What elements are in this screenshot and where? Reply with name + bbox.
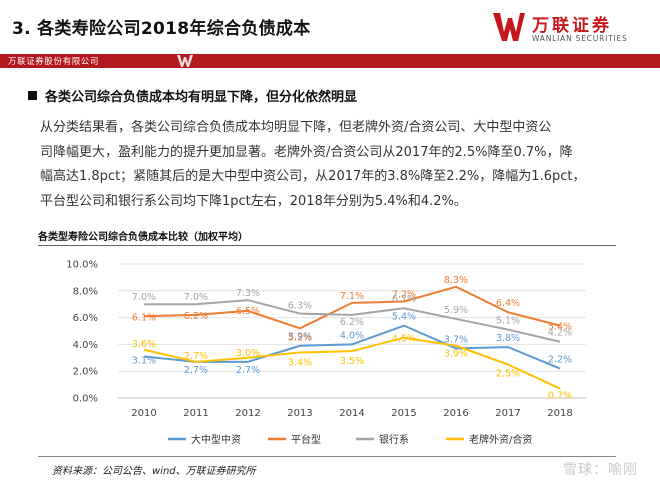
data-label: 6.4% [496,298,520,309]
legend-label: 平台型 [291,433,321,446]
banner-w-mark-icon [177,55,193,67]
legend-label: 银行系 [379,433,409,446]
data-label: 2.2% [548,355,572,366]
data-label: 7.1% [340,291,364,302]
paragraph-line: 平台型公司和银行系公司均下降1pct左右，2018年分别为5.4%和4.2%。 [40,193,467,209]
x-tick-label: 2012 [235,408,260,419]
data-label: 6.2% [184,311,208,322]
paragraph-line: 司降幅更大，盈利能力的提升更加显著。老牌外资/合资公司从2017年的2.5%降至… [40,144,573,160]
paragraph-line: 幅高达1.8pct；紧随其后的是大中型中资公司，从2017年的3.8%降至2.2… [40,169,586,184]
slide-title: 3. 各类寿险公司2018年综合负债成本 [12,19,311,39]
y-tick-label: 4.0% [73,340,98,351]
data-label: 2.7% [184,365,208,376]
data-label: 3.5% [340,356,364,367]
data-label: 5.4% [392,312,416,323]
x-tick-label: 2016 [443,408,468,419]
series-line [143,336,561,390]
data-label: 3.8% [496,333,520,344]
data-label: 3.1% [132,355,156,366]
x-tick-label: 2010 [131,408,156,419]
x-tick-label: 2011 [183,408,208,419]
series-line [143,324,561,370]
data-label: 6.1% [132,312,156,323]
logo-cn-name: 万联证券 [532,16,612,36]
data-label: 7.3% [236,288,260,299]
data-label: 6.2% [340,317,364,328]
x-tick-label: 2015 [391,408,416,419]
y-tick-label: 10.0% [66,260,98,271]
series-line [144,299,561,343]
footer-divider [38,456,616,457]
series-line [143,285,561,330]
data-label: 3.0% [236,348,260,359]
paragraph-line: 从分类结果看，各类公司综合负债成本均明显下降，但老牌外资/合资公司、大中型中资公 [40,120,552,135]
x-tick-label: 2014 [339,408,364,419]
data-label: 0.7% [548,391,572,402]
data-label: 6.5% [236,306,260,317]
data-label: 3.4% [288,357,312,368]
data-label: 8.3% [444,275,468,286]
x-tick-label: 2013 [287,408,312,419]
data-label: 2.7% [236,365,260,376]
watermark: 雪球：喻刚 [563,462,638,478]
y-tick-label: 2.0% [73,367,98,378]
legend-label: 大中型中资 [191,433,241,446]
y-tick-label: 0.0% [73,394,98,405]
data-label: 2.5% [496,369,520,380]
data-label: 5.9% [444,305,468,316]
subheading: 各类公司综合负债成本均有明显下降，但分化依然明显 [28,86,357,105]
square-bullet-icon [28,91,37,100]
banner-company-name: 万联证券股份有限公司 [8,57,100,67]
subheading-text: 各类公司综合负债成本均有明显下降，但分化依然明显 [45,90,358,105]
chart-title-bar: 各类型寿险公司综合负债成本比较（加权平均） [38,228,616,246]
data-label: 3.6% [132,339,156,350]
body-paragraph: 从分类结果看，各类公司综合负债成本均明显下降，但老牌外资/合资公司、大中型中资公… [40,116,640,214]
data-label: 5.4% [548,322,572,333]
data-label: 6.7% [392,294,416,305]
x-tick-label: 2018 [547,408,572,419]
chart-title: 各类型寿险公司综合负债成本比较（加权平均） [38,232,248,243]
data-label: 3.9% [444,349,468,360]
data-label: 2.7% [184,351,208,362]
data-label: 4.5% [392,334,416,345]
logo-en-name: WANLIAN SECURITIES [532,34,628,43]
legend-label: 老牌外资/合资 [469,433,532,446]
red-banner: 万联证券股份有限公司 [0,54,660,68]
data-label: 3.9% [288,332,312,343]
y-tick-label: 6.0% [73,313,98,324]
data-label: 4.2% [548,328,572,339]
data-label: 6.3% [288,301,312,312]
data-label: 4.0% [340,330,364,341]
line-chart: 0.0% 2.0% 4.0% 6.0% 8.0% 10.0% 2010 2011 2012 201… [66,260,586,446]
source-note: 资料来源：公司公告、wind、万联证券研究所 [52,466,256,477]
y-tick-label: 8.0% [73,286,98,297]
wanlian-w-logo-icon [493,13,525,41]
data-label: 7.0% [184,292,208,303]
company-logo: 万联证券 WANLIAN SECURITIES [492,10,642,50]
data-label: 7.2% [392,290,416,301]
data-label: 7.0% [132,292,156,303]
data-label: 3.7% [444,334,468,345]
data-label: 5.1% [496,316,520,327]
x-tick-label: 2017 [495,408,520,419]
data-label: 5.2% [288,332,312,343]
